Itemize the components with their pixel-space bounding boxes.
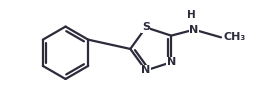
Text: S: S (142, 22, 150, 32)
Text: N: N (189, 25, 199, 35)
Text: N: N (167, 57, 176, 67)
Text: N: N (141, 65, 151, 75)
Text: CH₃: CH₃ (224, 32, 246, 42)
Text: H: H (187, 10, 196, 20)
